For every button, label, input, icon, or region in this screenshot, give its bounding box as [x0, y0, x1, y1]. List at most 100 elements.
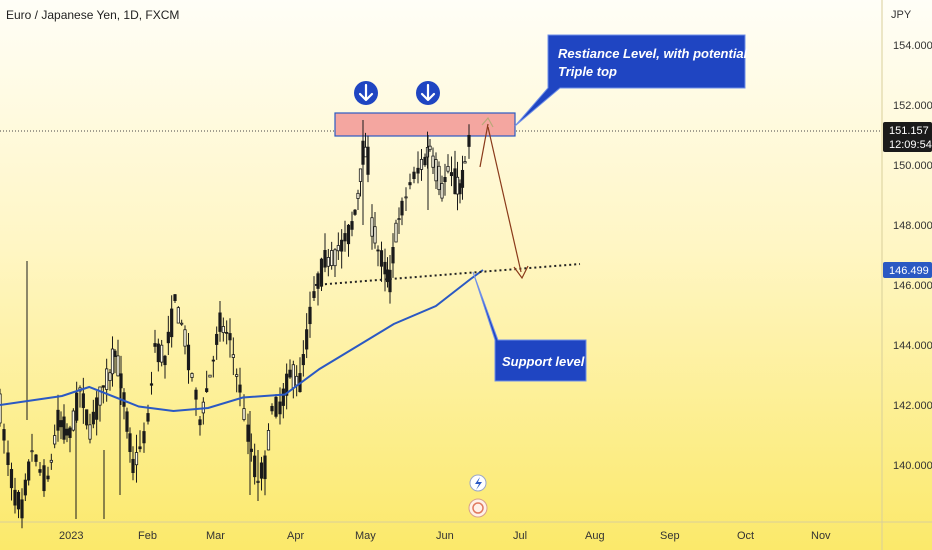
candle-up [183, 329, 187, 347]
candle-up [431, 155, 435, 168]
candle-down [215, 333, 219, 345]
candle-up [116, 355, 120, 377]
y-tick-label: 146.000 [893, 280, 932, 292]
candle-down [23, 479, 27, 496]
candle-down [156, 343, 160, 363]
down-arrow-marker-1[interactable] [354, 81, 378, 105]
candle-down [149, 383, 154, 386]
candle-down [119, 373, 123, 389]
candle-down [301, 354, 305, 366]
candle-up [190, 373, 194, 378]
candle-up [440, 183, 444, 199]
candle-down [101, 385, 105, 388]
candle-down [281, 388, 285, 406]
dividend-icon-bg [468, 498, 488, 518]
event-icons[interactable] [468, 474, 488, 518]
projection-down-arrowhead [513, 265, 529, 280]
candle-down [205, 388, 209, 392]
candle-down [412, 171, 416, 180]
candle-up [0, 393, 2, 424]
candle-up [134, 452, 139, 466]
candle-up [221, 326, 225, 334]
candle-up [370, 217, 374, 237]
candle-down [312, 291, 316, 298]
projection-up-arrowhead [481, 116, 494, 128]
candle-down [13, 489, 17, 506]
candle-up [295, 375, 299, 386]
candle-up [437, 165, 441, 191]
candle-down [42, 465, 46, 492]
support-trendline[interactable] [314, 263, 581, 286]
candle-down [323, 250, 327, 268]
candle-down [173, 294, 177, 301]
x-tick-label: Oct [737, 530, 754, 542]
candle-down [81, 393, 85, 408]
candle-up [397, 218, 401, 221]
candle-up [208, 374, 212, 378]
candle-down [246, 424, 250, 442]
candle-down [62, 416, 66, 440]
candle-up [333, 249, 337, 267]
candle-down [366, 146, 370, 175]
candle-down [198, 419, 202, 426]
candle-up [180, 322, 184, 325]
candle-down [460, 169, 465, 188]
y-tick-label: 154.000 [893, 40, 932, 52]
candle-up [419, 158, 424, 170]
candle-down [146, 413, 150, 422]
support-price-badge: 146.499 [883, 262, 932, 278]
candle-down [278, 401, 282, 415]
candle-down [346, 224, 351, 245]
candle-down [340, 239, 344, 252]
candle-up [108, 372, 112, 382]
candle-down [211, 359, 215, 362]
resistance-zone[interactable] [334, 112, 516, 137]
candle-down [391, 247, 395, 264]
candle-up [160, 344, 164, 363]
candle-up [49, 459, 53, 463]
projection-up-arrow [479, 123, 489, 168]
candle-down [423, 156, 427, 166]
last-price-badge: 151.157 12:09:54 [883, 122, 932, 152]
candle-up [446, 166, 450, 172]
candle-up [455, 176, 460, 195]
candle-down [166, 331, 170, 344]
candle-down [270, 405, 274, 412]
candle-down [458, 183, 462, 195]
support-callout[interactable]: Support level [472, 271, 587, 382]
candle-up [176, 307, 180, 324]
candle-up [363, 146, 368, 158]
candle-down [56, 409, 60, 431]
resistance-callout[interactable]: Restiance Level, with potential Triple t… [514, 34, 748, 127]
arrow-down-icon [420, 83, 436, 102]
candle-down [218, 312, 222, 332]
callout-box [514, 34, 746, 127]
candle-down [138, 446, 142, 450]
candle-up [235, 374, 239, 377]
candle-down [2, 429, 6, 441]
candle-down [163, 355, 167, 366]
candle-down [416, 167, 420, 174]
candle-up [373, 226, 377, 244]
y-tick-label: 152.000 [893, 100, 932, 112]
last-price-badge-bg [883, 122, 932, 152]
down-arrow-marker-2[interactable] [416, 81, 440, 105]
candle-up [330, 250, 334, 267]
candle-down [308, 306, 312, 325]
candle-down [75, 392, 79, 421]
candle-down [128, 433, 132, 452]
candle-down [153, 343, 157, 347]
x-tick-label: Sep [660, 530, 680, 542]
y-tick-label: 144.000 [893, 340, 932, 352]
moving-average-line [0, 269, 484, 413]
candle-down [379, 250, 384, 267]
candle-down [449, 172, 454, 177]
candle-down [350, 221, 354, 230]
x-tick-label: Feb [138, 530, 157, 542]
y-tick-label: 148.000 [893, 220, 932, 232]
candle-down [253, 455, 257, 478]
candle-down [259, 462, 264, 479]
candle-up [358, 168, 363, 182]
